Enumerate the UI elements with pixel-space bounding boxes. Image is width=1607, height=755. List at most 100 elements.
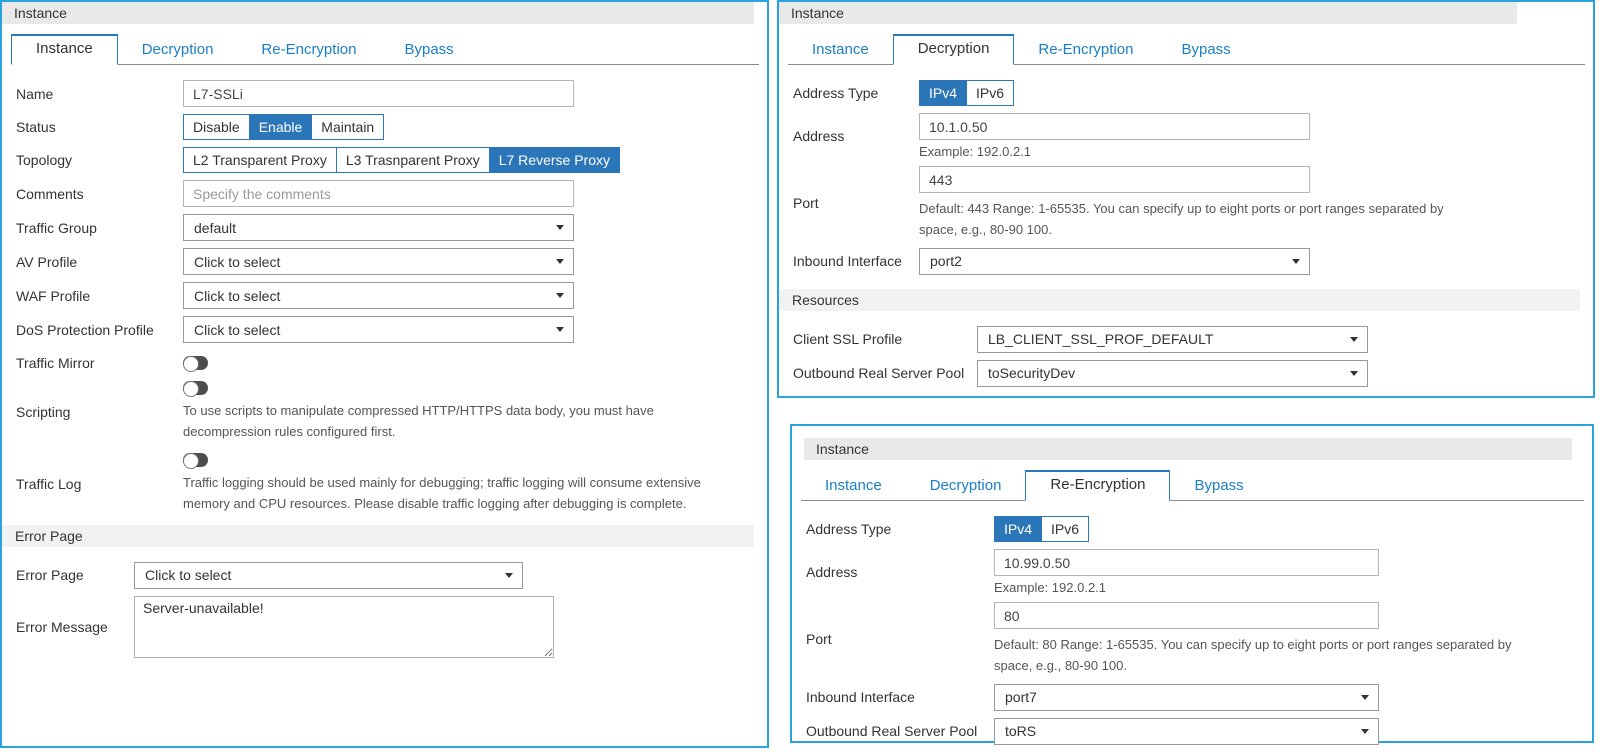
traffic-group-row: Traffic Group default	[16, 214, 767, 241]
client-ssl-profile-row: Client SSL Profile LB_CLIENT_SSL_PROF_DE…	[793, 325, 1593, 353]
name-input[interactable]	[183, 80, 574, 107]
topology-option-l3[interactable]: L3 Trasnparent Proxy	[336, 148, 490, 172]
decryption-panel: Instance Instance Decryption Re-Encrypti…	[777, 0, 1595, 398]
address-input[interactable]	[919, 113, 1310, 140]
resources-section-header: Resources	[779, 288, 1580, 311]
tab-bypass[interactable]: Bypass	[1181, 41, 1231, 58]
decryption-form: Address Type IPv4 IPv6 Address Example: …	[779, 65, 1593, 275]
port-input[interactable]	[919, 166, 1310, 193]
error-page-select[interactable]: Click to select	[134, 561, 523, 589]
tab-instance[interactable]: Instance	[812, 41, 869, 58]
address-type-option-ipv6[interactable]: IPv6	[1042, 517, 1089, 541]
traffic-group-select[interactable]: default	[183, 214, 574, 241]
inbound-interface-label: Inbound Interface	[793, 253, 902, 270]
client-ssl-profile-select[interactable]: LB_CLIENT_SSL_PROF_DEFAULT	[977, 325, 1368, 353]
port-input[interactable]	[994, 602, 1379, 629]
client-ssl-profile-value: LB_CLIENT_SSL_PROF_DEFAULT	[988, 331, 1214, 348]
inbound-interface-value: port2	[930, 253, 962, 270]
scripting-help-text: To use scripts to manipulate compressed …	[183, 403, 654, 440]
tab-re-encryption[interactable]: Re-Encryption	[1038, 41, 1134, 58]
address-example-text: Example: 192.0.2.1	[919, 144, 1032, 159]
inbound-interface-select[interactable]: port2	[919, 247, 1310, 275]
scripting-toggle[interactable]	[183, 381, 208, 397]
address-row: Address Example: 192.0.2.1	[793, 113, 1593, 159]
av-profile-row: AV Profile Click to select	[16, 248, 767, 275]
instance-form: Name Status Disable Enable Maintain Topo…	[2, 65, 767, 515]
dos-profile-select[interactable]: Click to select	[183, 316, 574, 343]
port-label: Port	[793, 195, 819, 212]
tab-strip: Instance Decryption Re-Encryption Bypass	[11, 34, 759, 65]
chevron-down-icon	[556, 259, 564, 264]
waf-profile-value: Click to select	[194, 287, 281, 304]
traffic-log-help-text: Traffic logging should be used mainly fo…	[183, 474, 701, 512]
error-message-row: Error Message Server-unavailable!	[16, 595, 767, 658]
panel-title: Instance	[804, 438, 1572, 460]
tab-strip: Instance Decryption Re-Encryption Bypass	[788, 34, 1585, 65]
chevron-down-icon	[1292, 258, 1300, 264]
address-input[interactable]	[994, 549, 1379, 576]
tab-instance[interactable]: Instance	[825, 477, 882, 494]
traffic-log-row: Traffic Log Traffic logging should be us…	[16, 452, 767, 515]
topology-label: Topology	[16, 152, 73, 168]
inbound-interface-row: Inbound Interface port2	[793, 247, 1593, 275]
comments-label: Comments	[16, 185, 84, 202]
inbound-interface-label: Inbound Interface	[806, 689, 915, 706]
outbound-pool-select[interactable]: toRS	[994, 717, 1379, 745]
name-row: Name	[16, 80, 767, 107]
outbound-pool-label: Outbound Real Server Pool	[806, 723, 978, 740]
tab-bypass[interactable]: Bypass	[404, 41, 454, 58]
chevron-down-icon	[556, 225, 564, 230]
instance-panel: Instance Instance Decryption Re-Encrypti…	[0, 0, 769, 748]
traffic-log-toggle[interactable]	[183, 452, 208, 469]
outbound-pool-select[interactable]: toSecurityDev	[977, 359, 1368, 387]
comments-input[interactable]	[183, 180, 574, 207]
address-type-option-ipv6[interactable]: IPv6	[967, 81, 1014, 105]
tab-bypass[interactable]: Bypass	[1194, 477, 1244, 494]
av-profile-value: Click to select	[194, 253, 281, 270]
tab-re-encryption[interactable]: Re-Encryption	[1025, 470, 1171, 501]
address-label: Address	[793, 128, 845, 144]
panel-title: Instance	[2, 2, 754, 24]
waf-profile-label: WAF Profile	[16, 287, 91, 304]
name-label: Name	[16, 85, 54, 102]
av-profile-select[interactable]: Click to select	[183, 248, 574, 275]
tab-instance[interactable]: Instance	[11, 34, 118, 65]
traffic-mirror-toggle[interactable]	[183, 356, 208, 372]
tab-re-encryption[interactable]: Re-Encryption	[261, 41, 357, 58]
error-page-row: Error Page Click to select	[16, 561, 767, 589]
status-option-enable[interactable]: Enable	[249, 115, 313, 139]
client-ssl-profile-label: Client SSL Profile	[793, 331, 903, 348]
tab-decryption[interactable]: Decryption	[929, 477, 1002, 494]
address-type-segmented-control: IPv4 IPv6	[994, 516, 1090, 542]
inbound-interface-row: Inbound Interface port7	[806, 683, 1592, 711]
error-page-label: Error Page	[16, 567, 84, 584]
dos-profile-label: DoS Protection Profile	[16, 321, 154, 338]
address-type-option-ipv4[interactable]: IPv4	[995, 517, 1043, 541]
av-profile-label: AV Profile	[16, 253, 78, 270]
address-type-option-ipv4[interactable]: IPv4	[920, 81, 968, 105]
tab-decryption[interactable]: Decryption	[141, 41, 214, 58]
error-message-textarea[interactable]: Server-unavailable!	[134, 595, 554, 658]
topology-row: Topology L2 Transparent Proxy L3 Trasnpa…	[16, 147, 767, 173]
status-option-disable[interactable]: Disable	[184, 115, 250, 139]
waf-profile-select[interactable]: Click to select	[183, 282, 574, 309]
traffic-mirror-row: Traffic Mirror	[16, 355, 767, 372]
outbound-pool-row: Outbound Real Server Pool toRS	[806, 717, 1592, 745]
status-option-maintain[interactable]: Maintain	[312, 115, 384, 139]
chevron-down-icon	[556, 293, 564, 298]
tab-strip: Instance Decryption Re-Encryption Bypass	[801, 470, 1584, 501]
port-row: Port Default: 443 Range: 1-65535. You ca…	[793, 166, 1593, 241]
topology-segmented-control: L2 Transparent Proxy L3 Trasnparent Prox…	[183, 147, 620, 173]
topology-option-l7[interactable]: L7 Reverse Proxy	[489, 148, 619, 172]
address-label: Address	[806, 564, 858, 580]
tab-decryption[interactable]: Decryption	[892, 34, 1015, 65]
address-type-segmented-control: IPv4 IPv6	[919, 80, 1015, 106]
topology-option-l2[interactable]: L2 Transparent Proxy	[184, 148, 337, 172]
chevron-down-icon	[505, 572, 513, 578]
error-page-section-header: Error Page	[2, 524, 754, 547]
inbound-interface-select[interactable]: port7	[994, 683, 1379, 711]
panel-title: Instance	[779, 2, 1517, 24]
outbound-pool-row: Outbound Real Server Pool toSecurityDev	[793, 359, 1593, 387]
comments-row: Comments	[16, 180, 767, 207]
